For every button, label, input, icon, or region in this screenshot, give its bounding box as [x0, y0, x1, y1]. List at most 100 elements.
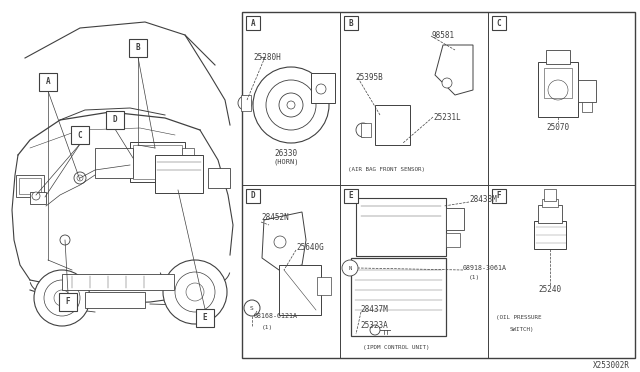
Bar: [578, 80, 596, 102]
Text: D: D: [251, 192, 255, 201]
Text: (AIR BAG FRONT SENSOR): (AIR BAG FRONT SENSOR): [348, 167, 425, 173]
Circle shape: [60, 235, 70, 245]
Circle shape: [316, 84, 326, 94]
Text: 25231L: 25231L: [433, 112, 461, 122]
Text: E: E: [203, 314, 207, 323]
Text: A: A: [251, 19, 255, 28]
Bar: [85, 292, 145, 308]
Circle shape: [163, 260, 227, 324]
Text: 25640G: 25640G: [296, 244, 324, 253]
Bar: [492, 16, 506, 30]
Polygon shape: [262, 212, 306, 270]
Bar: [534, 221, 566, 249]
Bar: [492, 189, 506, 203]
Text: 25240: 25240: [538, 285, 561, 295]
Polygon shape: [435, 45, 473, 95]
Circle shape: [287, 101, 295, 109]
Text: 26330: 26330: [275, 148, 298, 157]
Bar: [196, 309, 214, 327]
Bar: [130, 142, 185, 182]
Text: D: D: [113, 115, 117, 125]
Text: SWITCH): SWITCH): [510, 327, 534, 333]
Bar: [133, 145, 182, 179]
Bar: [544, 189, 556, 201]
Bar: [241, 95, 251, 111]
Text: 28452N: 28452N: [261, 214, 289, 222]
Text: E: E: [349, 192, 353, 201]
Bar: [39, 73, 57, 91]
Text: 25280H: 25280H: [253, 52, 281, 61]
Text: S: S: [250, 305, 254, 311]
Bar: [129, 39, 147, 57]
Bar: [361, 123, 371, 137]
Bar: [242, 12, 635, 358]
Bar: [538, 62, 578, 117]
Bar: [59, 293, 77, 311]
Circle shape: [77, 175, 83, 181]
Bar: [62, 274, 174, 290]
Text: B: B: [136, 44, 140, 52]
Circle shape: [244, 300, 260, 316]
Text: C: C: [77, 131, 83, 140]
Bar: [351, 258, 446, 336]
Bar: [317, 277, 331, 295]
Circle shape: [44, 280, 80, 316]
Circle shape: [370, 325, 380, 335]
Text: 25323A: 25323A: [360, 321, 388, 330]
Text: F: F: [497, 192, 501, 201]
Bar: [538, 205, 562, 223]
Circle shape: [74, 172, 86, 184]
Circle shape: [175, 272, 215, 312]
Circle shape: [442, 78, 452, 88]
Circle shape: [266, 80, 316, 130]
Bar: [16, 175, 44, 197]
Bar: [446, 208, 464, 230]
Text: 25395B: 25395B: [355, 74, 383, 83]
Circle shape: [274, 236, 286, 248]
Bar: [542, 199, 558, 207]
Circle shape: [342, 260, 358, 276]
Bar: [182, 148, 194, 158]
Bar: [544, 68, 572, 98]
Bar: [246, 16, 260, 30]
Circle shape: [34, 270, 90, 326]
Bar: [208, 168, 230, 188]
Circle shape: [238, 96, 252, 110]
Text: F: F: [66, 298, 70, 307]
Text: (IPDM CONTROL UNIT): (IPDM CONTROL UNIT): [363, 346, 429, 350]
Bar: [446, 233, 460, 247]
Bar: [71, 126, 89, 144]
Text: 08918-3061A: 08918-3061A: [463, 265, 507, 271]
Circle shape: [253, 67, 329, 143]
Text: C: C: [497, 19, 501, 28]
Circle shape: [54, 290, 70, 306]
Text: (OIL PRESSURE: (OIL PRESSURE: [496, 315, 541, 321]
Bar: [155, 155, 203, 193]
Bar: [582, 102, 592, 112]
Bar: [279, 265, 321, 315]
Text: 28437M: 28437M: [360, 305, 388, 314]
Circle shape: [186, 283, 204, 301]
Text: 08168-6121A: 08168-6121A: [254, 313, 298, 319]
Text: (1): (1): [262, 324, 273, 330]
Text: 28438M: 28438M: [469, 196, 497, 205]
Bar: [19, 178, 41, 194]
Bar: [246, 189, 260, 203]
Bar: [344, 189, 358, 203]
Text: A: A: [45, 77, 51, 87]
Text: 25070: 25070: [547, 124, 570, 132]
Circle shape: [32, 192, 40, 200]
Circle shape: [356, 123, 370, 137]
Bar: [356, 198, 446, 256]
Text: (1): (1): [469, 276, 480, 280]
Bar: [106, 111, 124, 129]
Bar: [311, 73, 335, 103]
Bar: [95, 148, 133, 178]
Bar: [30, 192, 46, 204]
Bar: [546, 50, 570, 64]
Bar: [344, 16, 358, 30]
Text: X253002R: X253002R: [593, 360, 630, 369]
Text: B: B: [349, 19, 353, 28]
Circle shape: [279, 93, 303, 117]
Text: 98581: 98581: [431, 32, 454, 41]
